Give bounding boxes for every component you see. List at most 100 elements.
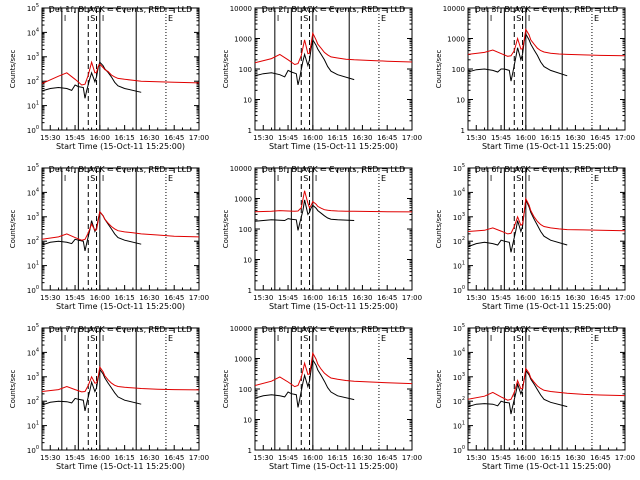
x-tick-label: 16:15: [115, 294, 135, 302]
interval-label: I: [64, 334, 66, 343]
x-tick-label: 15:30: [40, 454, 60, 462]
x-axis-label: Start Time (15-Oct-11 15:25:00): [269, 302, 398, 311]
interval-label: I: [490, 174, 492, 183]
y-tick-label: 101: [27, 261, 39, 271]
interval-label: I: [528, 174, 530, 183]
x-tick-label: 15:30: [253, 454, 273, 462]
interval-label: I: [277, 334, 279, 343]
interval-label: I: [490, 334, 492, 343]
interval-label: E: [168, 334, 173, 343]
x-tick-label: 16:00: [303, 134, 323, 142]
x-tick-label: 16:15: [541, 134, 561, 142]
interval-label: S: [303, 174, 308, 183]
x-tick-label: 16:30: [139, 134, 159, 142]
x-tick-label: 16:15: [328, 134, 348, 142]
x-tick-label: 15:45: [65, 454, 85, 462]
y-tick-label: 100: [239, 386, 252, 394]
x-axis-label: Start Time (15-Oct-11 15:25:00): [56, 302, 185, 311]
interval-label: I: [277, 14, 279, 23]
interval-label: E: [381, 334, 386, 343]
y-tick-label: 101: [453, 261, 465, 271]
x-tick-label: 16:30: [565, 294, 585, 302]
y-tick-label: 10: [243, 417, 252, 425]
interval-label: S: [303, 334, 308, 343]
interval-label: I: [315, 334, 317, 343]
y-axis-label: Counts/sec: [222, 50, 230, 89]
y-tick-label: 105: [27, 3, 39, 13]
x-tick-label: 17:00: [615, 294, 635, 302]
y-tick-label: 10: [243, 257, 252, 265]
plot-frame: [467, 7, 626, 131]
y-tick-label: 104: [27, 27, 39, 37]
x-axis-label: Start Time (15-Oct-11 15:25:00): [482, 302, 611, 311]
x-axis-label: Start Time (15-Oct-11 15:25:00): [269, 462, 398, 471]
y-tick-label: 100: [239, 66, 252, 74]
x-tick-label: 16:45: [590, 294, 610, 302]
x-tick-label: 17:00: [189, 134, 209, 142]
series-line-events: [255, 358, 355, 408]
series-line-lld: [468, 27, 625, 57]
series-line-events: [42, 210, 142, 252]
y-tick-label: 1000: [234, 36, 252, 44]
y-tick-label: 103: [453, 372, 465, 382]
y-tick-label: 101: [27, 421, 39, 431]
y-tick-label: 100: [239, 226, 252, 234]
interval-label: I: [490, 14, 492, 23]
y-tick-label: 100: [27, 125, 39, 135]
x-tick-label: 15:45: [278, 454, 298, 462]
x-tick-label: 15:30: [253, 294, 273, 302]
x-tick-label: 16:30: [565, 454, 585, 462]
x-tick-label: 15:30: [253, 134, 273, 142]
y-tick-label: 102: [27, 396, 39, 406]
y-tick-label: 1000: [234, 356, 252, 364]
x-tick-label: 16:45: [590, 134, 610, 142]
y-tick-label: 100: [27, 285, 39, 295]
y-tick-label: 103: [27, 372, 39, 382]
plot-title: Det 2f, BLACK = Events, RED = LLD: [262, 5, 406, 14]
interval-label: E: [381, 174, 386, 183]
interval-label: S: [90, 334, 95, 343]
y-tick-label: 105: [27, 163, 39, 173]
plot-title: Det 4f, BLACK = Events, RED = LLD: [49, 165, 193, 174]
plot-title: Det 6f, BLACK = Events, RED = LLD: [475, 165, 619, 174]
x-tick-label: 15:30: [40, 134, 60, 142]
x-tick-label: 16:00: [90, 134, 110, 142]
x-tick-label: 16:15: [328, 454, 348, 462]
plot-frame: [467, 167, 626, 291]
plot-frame: [254, 327, 413, 451]
y-axis-label: Counts/sec: [222, 370, 230, 409]
plot-frame: [41, 167, 200, 291]
x-tick-label: 15:30: [466, 134, 486, 142]
interval-label: E: [594, 14, 599, 23]
x-axis-label: Start Time (15-Oct-11 15:25:00): [482, 142, 611, 151]
x-tick-label: 17:00: [189, 454, 209, 462]
series-line-lld: [255, 190, 412, 213]
x-tick-label: 16:30: [139, 294, 159, 302]
y-tick-label: 102: [27, 76, 39, 86]
series-line-events: [468, 197, 568, 253]
plot-title: Det 8f, BLACK = Events, RED = LLD: [262, 325, 406, 334]
y-tick-label: 1: [461, 127, 465, 135]
x-tick-label: 17:00: [189, 294, 209, 302]
y-tick-label: 101: [453, 421, 465, 431]
interval-label: S: [516, 174, 521, 183]
x-tick-label: 16:45: [377, 454, 397, 462]
x-tick-label: 17:00: [402, 454, 422, 462]
y-tick-label: 104: [453, 187, 465, 197]
series-line-lld: [468, 367, 625, 401]
y-axis-label: Counts/sec: [9, 50, 17, 89]
y-tick-label: 103: [453, 212, 465, 222]
interval-label: I: [277, 174, 279, 183]
x-tick-label: 16:15: [328, 294, 348, 302]
x-tick-label: 16:30: [565, 134, 585, 142]
y-tick-label: 105: [453, 323, 465, 333]
plot-frame: [254, 167, 413, 291]
x-tick-label: 16:45: [164, 454, 184, 462]
x-tick-label: 16:45: [377, 294, 397, 302]
y-axis-label: Counts/sec: [9, 210, 17, 249]
y-tick-label: 100: [452, 66, 465, 74]
